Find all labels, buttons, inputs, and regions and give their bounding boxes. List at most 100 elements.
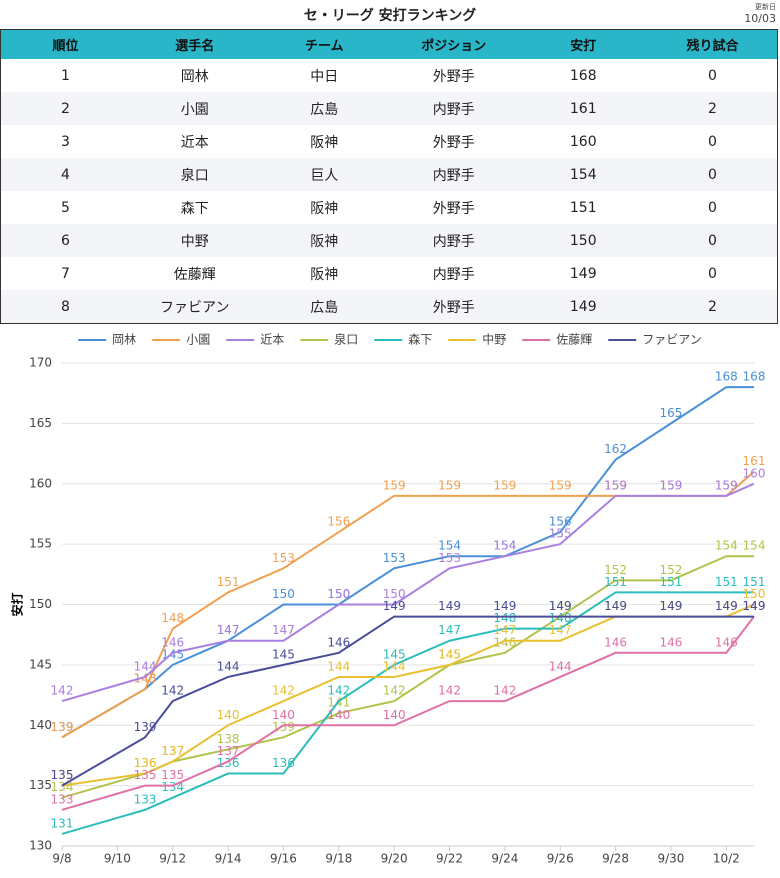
- cell: 0: [708, 199, 717, 216]
- data-label: 147: [549, 623, 572, 637]
- cell: 3: [61, 133, 70, 150]
- data-label: 152: [660, 563, 683, 577]
- column-header: チーム: [259, 29, 389, 59]
- cell: 佐藤輝: [173, 266, 216, 283]
- data-label: 151: [743, 575, 766, 589]
- data-label: 135: [51, 768, 74, 782]
- data-label: 146: [604, 635, 627, 649]
- data-label: 149: [604, 599, 627, 613]
- y-tick-label: 140: [29, 718, 52, 732]
- cell: 阪神: [310, 134, 339, 151]
- column-header: 順位: [0, 29, 130, 59]
- table-row: 6 中野 阪神 内野手 150 0: [0, 224, 778, 257]
- y-tick-label: 160: [29, 476, 52, 490]
- data-label: 147: [272, 623, 295, 637]
- data-label: 140: [383, 708, 406, 722]
- series-line: [61, 615, 755, 811]
- data-label: 160: [743, 466, 766, 480]
- cell: 0: [708, 67, 717, 84]
- column-header: 残り試合: [648, 29, 778, 59]
- chart: 130 135 140 145 150 155 160 165 170 9/8 9/10 9/12 9/…: [10, 332, 766, 866]
- cell: 0: [648, 158, 778, 191]
- data-label: 161: [743, 454, 766, 468]
- data-label: 151: [604, 575, 627, 589]
- legend-label: 泉口: [334, 333, 358, 347]
- table-row: 3 近本 阪神 外野手 160 0: [1, 125, 778, 158]
- x-tick-label: 10/2: [713, 852, 740, 866]
- x-tick-label: 9/16: [270, 852, 297, 866]
- legend-label: ファビアン: [642, 333, 702, 347]
- cell: 阪神: [259, 224, 389, 257]
- data-label: 131: [51, 816, 74, 830]
- y-tick-label: 150: [29, 597, 52, 611]
- data-label: 147: [217, 623, 240, 637]
- data-label: 135: [51, 768, 74, 782]
- cell: 森下: [180, 200, 209, 217]
- data-label: 149: [660, 599, 683, 613]
- cell: 5: [61, 199, 70, 216]
- data-label: 142: [383, 684, 406, 698]
- data-label: 165: [660, 406, 683, 420]
- legend-label: 森下: [408, 332, 432, 347]
- data-label: 135: [161, 768, 184, 782]
- data-label: 137: [161, 744, 184, 758]
- cell: 149: [518, 290, 648, 324]
- data-label: 159: [493, 478, 516, 492]
- table-row: 8 ファビアン 広島 外野手 149 2: [0, 290, 778, 324]
- table-row: 4 泉口 巨人 内野手 154 0: [0, 158, 778, 191]
- data-label: 146: [327, 635, 350, 649]
- cell: 内野手: [389, 158, 519, 191]
- y-axis-title: 安打: [10, 592, 25, 616]
- data-label: 148: [493, 611, 516, 625]
- y-tick-label: 145: [29, 657, 52, 671]
- data-label: 139: [134, 720, 157, 734]
- data-label: 154: [438, 539, 461, 553]
- x-tick-label: 9/20: [381, 852, 408, 866]
- data-label: 145: [438, 647, 461, 661]
- legend-label: 近本: [260, 333, 284, 347]
- data-label: 149: [383, 599, 406, 613]
- cell: 8: [0, 290, 130, 324]
- cell: 154: [518, 158, 648, 191]
- data-label: 147: [217, 623, 240, 637]
- legend-label: 佐藤輝: [556, 333, 592, 347]
- cell: 6: [0, 224, 130, 257]
- data-label: 149: [715, 599, 738, 613]
- column-header: ポジション: [389, 29, 519, 59]
- cell: 広島: [259, 290, 389, 324]
- data-label: 149: [604, 599, 627, 613]
- data-label: 150: [743, 587, 766, 601]
- y-tick-label: 165: [29, 416, 52, 430]
- cell: 阪神: [310, 266, 339, 283]
- data-label: 142: [272, 684, 295, 698]
- series-line: [61, 482, 755, 703]
- cell: 168: [569, 67, 597, 84]
- data-label: 133: [134, 792, 157, 806]
- data-label: 151: [715, 575, 738, 589]
- series-line: [61, 386, 754, 739]
- cell: 0: [708, 265, 717, 282]
- data-label: 135: [134, 768, 157, 782]
- data-label: 151: [660, 575, 683, 589]
- x-tick-label: 9/24: [491, 852, 518, 866]
- data-label: 147: [493, 623, 516, 637]
- data-label: 159: [549, 478, 572, 492]
- data-label: 140: [217, 708, 240, 722]
- y-tick-label: 170: [29, 356, 52, 370]
- data-label: 144: [134, 659, 157, 673]
- table-row: 5 森下 阪神 外野手 151 0: [1, 191, 778, 224]
- data-label: 159: [438, 478, 461, 492]
- data-label: 153: [272, 551, 295, 565]
- updated: 更新日 10/03: [744, 2, 776, 25]
- y-tick-label: 155: [29, 537, 52, 551]
- cell: 小園: [130, 92, 260, 125]
- data-label: 140: [272, 708, 295, 722]
- cell: 2: [648, 290, 778, 324]
- x-tick-label: 9/22: [436, 852, 463, 866]
- data-label: 137: [161, 744, 184, 758]
- data-label: 149: [660, 599, 683, 613]
- cell: 外野手: [432, 200, 475, 217]
- legend-label: 中野: [482, 332, 506, 347]
- legend-label: 小園: [186, 333, 210, 347]
- data-label: 154: [493, 539, 516, 553]
